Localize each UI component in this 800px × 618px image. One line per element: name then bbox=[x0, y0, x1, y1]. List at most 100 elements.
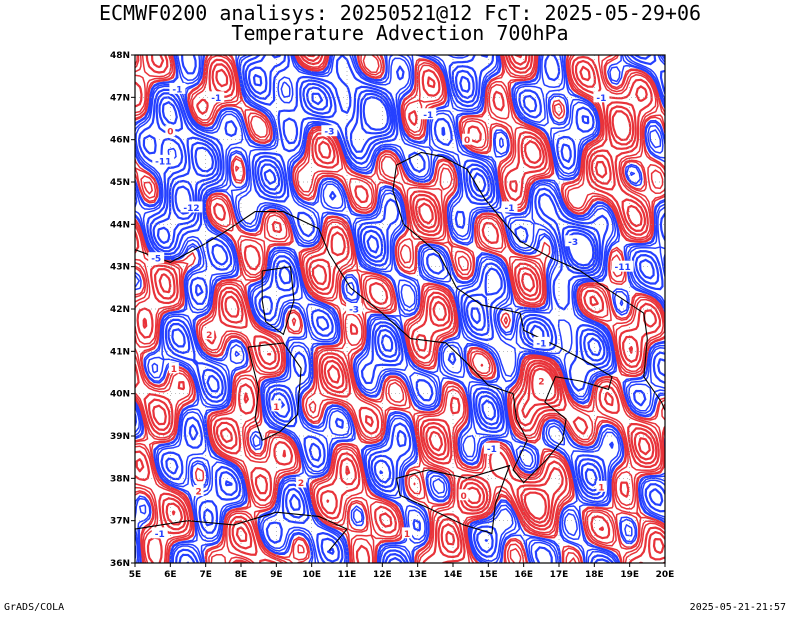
contour-label-bg bbox=[165, 125, 176, 137]
lon-tick-label: 16E bbox=[514, 570, 533, 580]
contour-label: -1 bbox=[487, 445, 497, 455]
lon-tick-label: 5E bbox=[129, 570, 141, 580]
cold-advection-contour bbox=[174, 92, 595, 267]
lon-tick-label: 8E bbox=[235, 570, 247, 580]
contour-label-bg bbox=[180, 201, 203, 213]
contour-labels: -1 -1 -3 -1 -1 -11 -12 -5 -3 -1 -3 -11 -1 -1 -1 0 0 2 1 2 2 2… bbox=[148, 82, 634, 540]
lat-tick-label: 39N bbox=[110, 432, 130, 442]
contour-label-bg bbox=[458, 489, 469, 501]
contour-label: 1 bbox=[404, 530, 410, 540]
contour-label-bg bbox=[151, 527, 168, 539]
lon-tick-label: 7E bbox=[199, 570, 211, 580]
contour-label-bg bbox=[536, 374, 547, 386]
contour-label: -12 bbox=[183, 204, 199, 214]
map-title: ECMWF0200 analisys: 20250521@12 FcT: 202… bbox=[98, 1, 702, 25]
contour-label-bg bbox=[346, 303, 363, 314]
contour-label-bg bbox=[169, 82, 186, 94]
contour-label-bg bbox=[148, 252, 165, 264]
lat-tick-label: 45N bbox=[110, 178, 130, 188]
contour-label: 1 bbox=[273, 403, 279, 413]
contour-label-bg bbox=[593, 91, 610, 103]
lon-axis: 5E 6E 7E 8E 9E 10E 11E 12E 13E 14E 15E 16E 17E 18E 19E… bbox=[129, 563, 675, 580]
contour-label-bg bbox=[462, 133, 473, 145]
footer-timestamp: 2025-05-21-21:57 bbox=[689, 602, 786, 613]
lon-tick-label: 15E bbox=[479, 570, 498, 580]
lon-tick-label: 10E bbox=[302, 570, 321, 580]
contour-label: -1 bbox=[505, 204, 515, 214]
lat-tick-label: 38N bbox=[110, 474, 130, 484]
contour-label-bg bbox=[420, 108, 437, 120]
cold-advection-contour bbox=[135, 55, 665, 563]
warm-advection-contour bbox=[135, 55, 665, 563]
coastline bbox=[395, 464, 511, 535]
lat-tick-label: 40N bbox=[110, 390, 130, 400]
warm-advection-contour bbox=[135, 55, 665, 563]
cold-advection-contour bbox=[135, 55, 665, 563]
contour-label: -3 bbox=[349, 306, 359, 316]
lat-tick-label: 48N bbox=[110, 51, 130, 61]
coastline bbox=[442, 156, 665, 411]
contour-label: -5 bbox=[151, 255, 161, 265]
contour-label: -1 bbox=[211, 94, 221, 104]
contour-label: 0 bbox=[460, 492, 466, 502]
contour-label: 2 bbox=[298, 479, 304, 489]
lat-tick-label: 36N bbox=[110, 559, 130, 569]
contour-label: -3 bbox=[324, 128, 334, 138]
lon-tick-label: 12E bbox=[373, 570, 392, 580]
contour-label-bg bbox=[402, 527, 413, 539]
lat-tick-label: 46N bbox=[110, 136, 130, 146]
contour-label-bg bbox=[565, 235, 582, 247]
lon-tick-label: 9E bbox=[270, 570, 282, 580]
graticule bbox=[135, 55, 665, 563]
lat-tick-label: 47N bbox=[110, 93, 130, 103]
contour-label: 0 bbox=[167, 128, 173, 138]
lon-tick-label: 11E bbox=[338, 570, 357, 580]
contour-label-bg bbox=[271, 400, 282, 412]
lat-tick-label: 43N bbox=[110, 263, 130, 273]
contour-field bbox=[135, 55, 665, 563]
lat-tick-label: 42N bbox=[110, 305, 130, 315]
contour-label-bg bbox=[483, 442, 500, 454]
contour-label-bg bbox=[296, 476, 307, 488]
contour-label: -1 bbox=[172, 85, 182, 95]
contour-label-bg bbox=[501, 201, 518, 213]
contour-label-bg bbox=[204, 328, 215, 340]
contour-label: -1 bbox=[596, 94, 606, 104]
contour-label: -11 bbox=[155, 157, 171, 167]
warm-advection-contour bbox=[171, 55, 651, 546]
contour-label: -11 bbox=[614, 263, 630, 273]
contour-label-bg bbox=[193, 485, 204, 497]
lon-tick-label: 20E bbox=[656, 570, 675, 580]
coastline bbox=[222, 151, 613, 484]
lon-tick-label: 14E bbox=[444, 570, 463, 580]
lon-tick-label: 19E bbox=[620, 570, 639, 580]
contour-label-bg bbox=[596, 480, 607, 492]
contour-label: -1 bbox=[155, 530, 165, 540]
contour-label: -1 bbox=[536, 339, 546, 349]
footer-software: GrADS/COLA bbox=[4, 602, 65, 613]
contour-label: 2 bbox=[206, 331, 212, 341]
contour-label: -1 bbox=[423, 111, 433, 121]
contour-label: 0 bbox=[464, 136, 470, 146]
contour-label: -3 bbox=[568, 238, 578, 248]
lon-tick-label: 17E bbox=[550, 570, 569, 580]
map-subtitle: Temperature Advection 700hPa bbox=[231, 21, 569, 45]
lon-tick-label: 18E bbox=[585, 570, 604, 580]
lon-tick-label: 13E bbox=[408, 570, 427, 580]
lat-axis: 48N 47N 46N 45N 44N 43N 42N 41N 40N 39N 38N 37N 36N bbox=[110, 51, 135, 569]
contour-label: 2 bbox=[538, 377, 544, 387]
coastline bbox=[261, 266, 295, 336]
contour-label: 1 bbox=[171, 365, 177, 375]
contour-label-bg bbox=[533, 336, 550, 348]
contour-label: 1 bbox=[598, 483, 604, 493]
contour-label-bg bbox=[611, 260, 634, 272]
lat-tick-label: 41N bbox=[110, 347, 130, 357]
contour-label-bg bbox=[321, 125, 338, 137]
contour-label-bg bbox=[152, 154, 175, 166]
contour-label-bg bbox=[208, 91, 225, 103]
lat-tick-label: 37N bbox=[110, 517, 130, 527]
contour-label-bg bbox=[168, 362, 179, 374]
warm-advection-contour bbox=[135, 55, 665, 563]
contour-label: 2 bbox=[195, 488, 201, 498]
